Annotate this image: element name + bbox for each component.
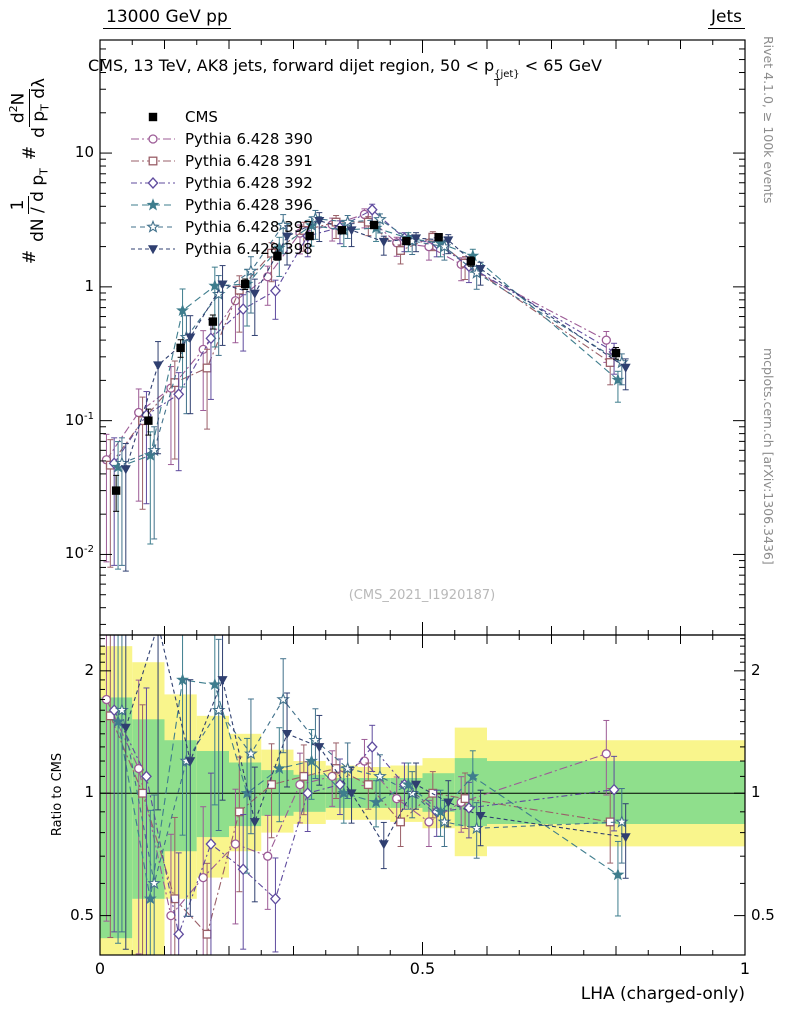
hash-symbol: # — [20, 145, 41, 161]
ratio-tick-label-left: 1 — [84, 783, 94, 802]
series-main-pythia-6-428-391 — [105, 215, 615, 568]
y-tick-label: 10-2 — [64, 544, 94, 563]
y-title-fraction-1: 1 dN / d pT — [7, 168, 51, 242]
hash-symbol: # — [20, 249, 41, 265]
legend-item: CMS — [130, 106, 313, 128]
series-ratio-pythia-6-428-397 — [115, 635, 629, 955]
ratio-tick-label-left: 2 — [84, 660, 94, 679]
ratio-tick-label-right: 0.5 — [751, 905, 775, 924]
legend-item: Pythia 6.428 390 — [130, 128, 313, 150]
legend-label: Pythia 6.428 396 — [185, 196, 313, 214]
legend-item: Pythia 6.428 391 — [130, 150, 313, 172]
series-ratio-pythia-6-428-398 — [120, 635, 631, 950]
legend-marker-circle-open — [131, 134, 175, 144]
y-tick-label: 1 — [84, 276, 94, 295]
legend-item: Pythia 6.428 397 — [130, 216, 313, 238]
series-ratio-pythia-6-428-390 — [101, 635, 611, 955]
legend-label: CMS — [185, 108, 218, 126]
legend-marker-square-filled — [148, 112, 158, 122]
rivet-version-label: Rivet 4.1.0, ≥ 100k events — [761, 36, 776, 204]
legend-label: Pythia 6.428 390 — [185, 130, 313, 148]
panel-title-post: < 65 GeV — [519, 56, 602, 75]
analysis-id-watermark: (CMS_2021_I1920187) — [348, 588, 496, 603]
pt-variable: p {jet} T — [483, 56, 520, 89]
beam-energy-label: 13000 GeV pp — [103, 7, 231, 29]
panel-title-pre: CMS, 13 TeV, AK8 jets, forward dijet reg… — [88, 56, 484, 75]
mcplots-reference-label: mcplots.cern.ch [arXiv:1306.3436] — [761, 348, 776, 565]
legend-marker-square-open — [131, 156, 175, 166]
legend-marker-diamond-open — [131, 177, 175, 189]
series-main-pythia-6-428-397 — [115, 209, 629, 566]
legend-label: Pythia 6.428 391 — [185, 152, 313, 170]
legend-item: Pythia 6.428 392 — [130, 172, 313, 194]
legend-marker-triangle-down-filled — [131, 245, 175, 255]
pt-superscript: {jet} — [494, 69, 520, 80]
legend-item: Pythia 6.428 396 — [130, 194, 313, 216]
series-ratio-pythia-6-428-392 — [108, 635, 620, 955]
legend-marker-star-open — [131, 219, 175, 233]
legend-marker-star-filled — [131, 198, 175, 211]
series-ratio-pythia-6-428-396 — [111, 635, 625, 955]
x-tick-label: 1 — [739, 959, 751, 978]
x-tick-label: 0 — [94, 959, 106, 978]
legend-label: Pythia 6.428 392 — [185, 174, 313, 192]
y-tick-label: 10-1 — [64, 410, 94, 429]
series-ratio-pythia-6-428-391 — [105, 635, 615, 955]
series-main-cms — [111, 220, 621, 512]
legend-item: Pythia 6.428 398 — [130, 238, 313, 260]
legend: CMS Pythia 6.428 390 Pythia 6.428 391 Pythi… — [130, 106, 313, 260]
series-main-pythia-6-428-398 — [120, 212, 631, 572]
y-title-fraction-2: d2N d pT dλ — [7, 77, 52, 138]
process-label: Jets — [708, 7, 745, 29]
ratio-panel-series — [101, 635, 631, 955]
x-axis-title: LHA (charged-only) — [580, 984, 745, 1004]
ratio-tick-label-right: 1 — [751, 783, 761, 802]
axis-ticks — [99, 40, 746, 955]
legend-label: Pythia 6.428 397 — [185, 218, 313, 236]
ratio-tick-label-right: 2 — [751, 660, 761, 679]
panel-title: CMS, 13 TeV, AK8 jets, forward dijet reg… — [88, 56, 602, 89]
series-main-pythia-6-428-396 — [111, 216, 625, 570]
y-tick-label: 10 — [74, 143, 94, 162]
x-tick-label: 0.5 — [409, 959, 436, 978]
ratio-tick-label-left: 0.5 — [70, 905, 94, 924]
pt-subscript: T — [494, 78, 501, 89]
y-axis-title: # 1 dN / d pT # d2N d pT dλ — [7, 40, 52, 302]
legend-label: Pythia 6.428 398 — [185, 240, 313, 258]
